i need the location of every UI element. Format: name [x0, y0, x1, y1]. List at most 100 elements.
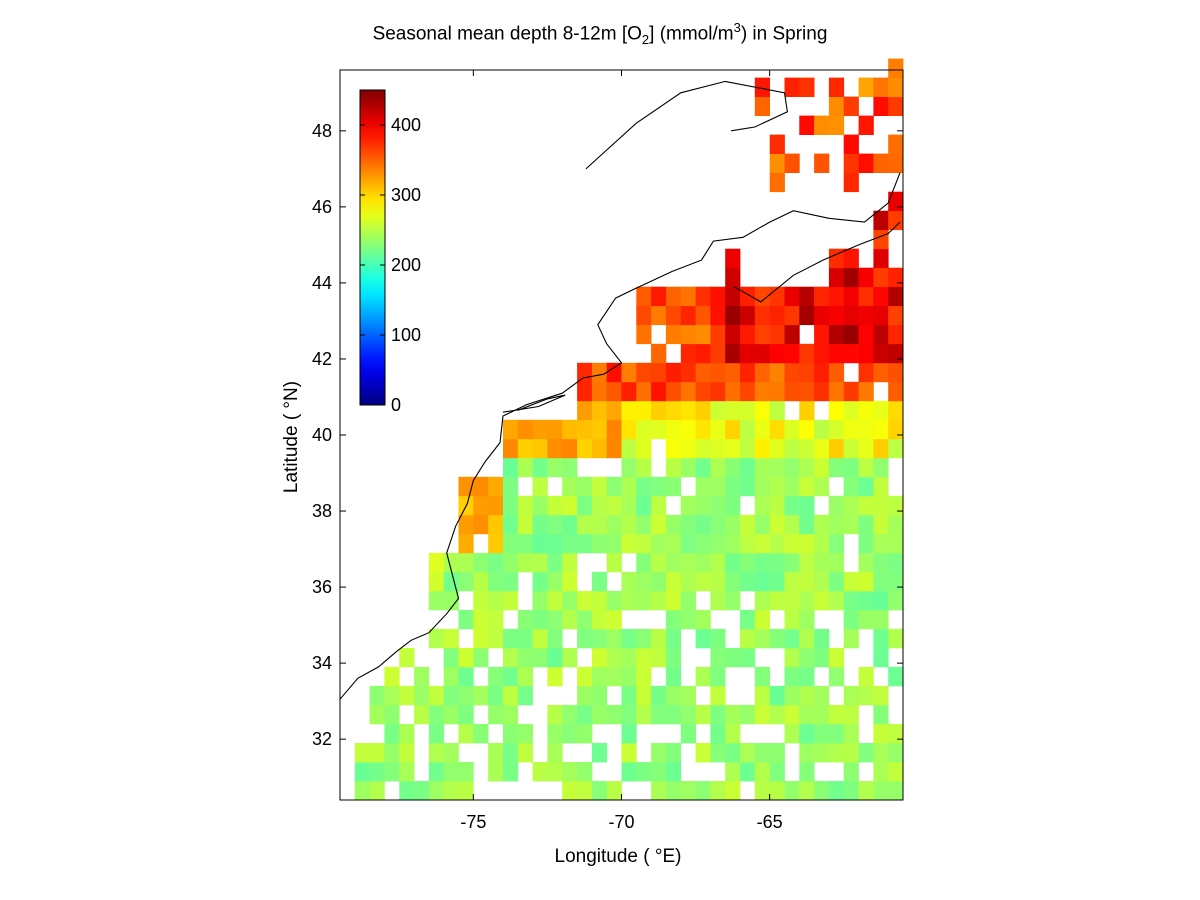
heatmap-cell [591, 628, 608, 649]
heatmap-cell [443, 781, 459, 801]
heatmap-cell [695, 571, 711, 592]
x-tick-label: -75 [460, 812, 486, 832]
heatmap-cell [428, 781, 445, 801]
heatmap-cell [577, 381, 593, 402]
heatmap-cell [799, 400, 815, 421]
heatmap-cell [828, 495, 845, 516]
heatmap-cell [621, 743, 637, 763]
heatmap-cell [754, 96, 770, 116]
heatmap-cell [769, 781, 785, 801]
heatmap-cell [873, 495, 889, 516]
coastline [339, 80, 901, 700]
heatmap-cell [725, 381, 741, 402]
heatmap-cell [888, 666, 904, 687]
heatmap-cell [754, 704, 770, 725]
heatmap-cell [591, 685, 608, 706]
heatmap-cell [665, 609, 682, 630]
heatmap-cell [799, 286, 815, 307]
heatmap-cell [547, 552, 563, 573]
heatmap-cell [473, 628, 489, 649]
heatmap-cell [710, 514, 726, 535]
heatmap-cell [784, 647, 800, 668]
heatmap-cell [503, 495, 519, 516]
y-tick-label: 34 [312, 653, 332, 673]
heatmap-cell [799, 762, 815, 782]
heatmap-cell [606, 552, 622, 573]
heatmap-cell [873, 305, 889, 326]
heatmap-cell [428, 762, 445, 782]
heatmap-cell [606, 533, 622, 554]
heatmap-cell [740, 362, 756, 383]
heatmap-cell [651, 343, 667, 364]
heatmap-cell [799, 704, 815, 725]
heatmap-cell [769, 685, 785, 706]
heatmap-cell [888, 381, 904, 402]
heatmap-cell [858, 77, 874, 97]
heatmap-cell [828, 590, 845, 611]
heatmap-cell [443, 762, 459, 782]
heatmap-cell [458, 724, 474, 744]
heatmap-cell [577, 666, 593, 687]
heatmap-cell [651, 476, 667, 497]
heatmap-cell [621, 628, 637, 649]
heatmap-cell [473, 514, 489, 535]
heatmap-cell [799, 457, 815, 478]
heatmap-cell [606, 362, 622, 383]
heatmap-cell [651, 419, 667, 440]
heatmap-cell [828, 115, 845, 135]
heatmap-cell [710, 724, 726, 744]
heatmap-cell [873, 457, 889, 478]
heatmap-cell [591, 514, 608, 535]
heatmap-cell [428, 590, 445, 611]
heatmap-cell [488, 514, 504, 535]
heatmap-cell [814, 115, 830, 135]
heatmap-cell [532, 571, 548, 592]
x-axis-ticks: -75 -70 -65 [460, 70, 783, 832]
heatmap-cell [814, 571, 830, 592]
heatmap-cell [503, 590, 519, 611]
heatmap-cell [843, 476, 859, 497]
heatmap-cell [369, 743, 385, 763]
heatmap-cell [858, 590, 874, 611]
heatmap-cell [725, 476, 741, 497]
heatmap-cell [754, 305, 770, 326]
heatmap-cell [636, 419, 652, 440]
heatmap-cell [784, 571, 800, 592]
heatmap-cell [680, 724, 696, 744]
heatmap-cell [369, 685, 385, 706]
heatmap-cell [873, 343, 889, 364]
heatmap-cell [828, 400, 845, 421]
heatmap-cell [517, 666, 533, 687]
heatmap-cell [858, 115, 874, 135]
heatmap-cell [873, 552, 889, 573]
heatmap-cell [740, 514, 756, 535]
heatmap-cell [621, 762, 637, 782]
x-axis-label: Longitude ( °E) [555, 846, 682, 867]
heatmap-cell [517, 552, 533, 573]
heatmap-cell [606, 609, 622, 630]
heatmap-cell [740, 324, 756, 345]
heatmap-cell [710, 571, 726, 592]
heatmap-cell [843, 438, 859, 459]
heatmap-cell [591, 362, 608, 383]
heatmap-cell [488, 762, 504, 782]
heatmap-cell [873, 324, 889, 345]
y-tick-label: 40 [312, 425, 332, 445]
heatmap-cell [532, 457, 548, 478]
heatmap-cell [754, 552, 770, 573]
heatmap-cell [769, 305, 785, 326]
heatmap-cell [873, 476, 889, 497]
heatmap-cell [873, 248, 889, 269]
colorbar: 0 100 200 300 400 [359, 89, 421, 415]
heatmap-cell [651, 590, 667, 611]
heatmap-cell [828, 704, 845, 725]
heatmap-cell [784, 724, 800, 744]
heatmap-cell [888, 191, 904, 212]
heatmap-cell [695, 609, 711, 630]
heatmap-cell [769, 476, 785, 497]
heatmap-cell [621, 438, 637, 459]
heatmap-cell [503, 552, 519, 573]
heatmap-cell [547, 590, 563, 611]
heatmap-cell [858, 381, 874, 402]
heatmap-cell [503, 438, 519, 459]
